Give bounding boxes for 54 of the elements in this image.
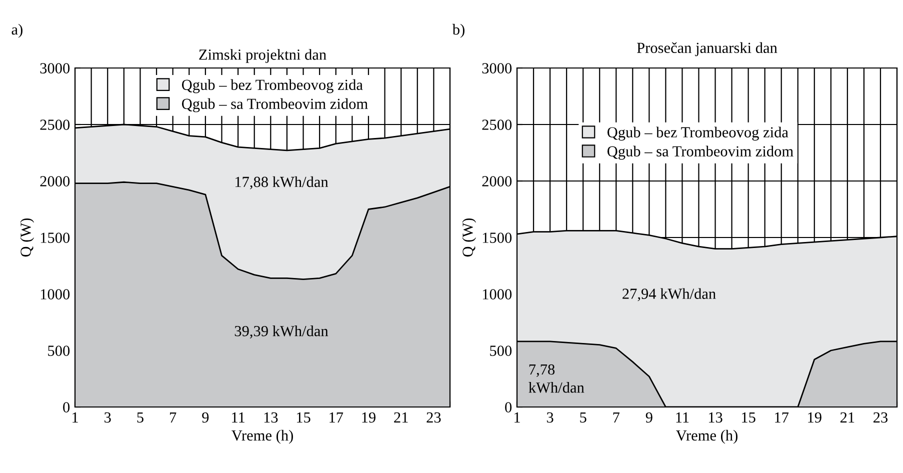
legend-label: Qgub – bez Trombeovog zida [182, 79, 363, 94]
x-tick-label: 9 [202, 412, 209, 423]
x-tick-label: 11 [676, 412, 689, 422]
x-tick-label: 21 [840, 412, 854, 422]
x-tick-label: 9 [646, 412, 652, 423]
x-tick-label: 15 [742, 412, 756, 423]
y-axis-title: Q (W) [462, 218, 476, 257]
y-tick-label: 2500 [40, 120, 70, 130]
x-tick-label: 15 [296, 412, 310, 423]
x-tick-label: 21 [394, 412, 408, 422]
y-tick-label: 500 [490, 346, 512, 356]
x-tick-label: 13 [708, 412, 722, 423]
x-tick-label: 3 [546, 412, 554, 423]
annotation: 39,39 kWh/dan [234, 325, 328, 338]
y-tick-label: 1500 [40, 232, 70, 243]
y-tick-label: 2500 [482, 120, 512, 130]
y-axis-title: Q (W) [20, 218, 34, 257]
x-tick-label: 1 [72, 412, 78, 422]
chart-title: Zimski projektni dan [199, 49, 326, 63]
x-tick-label: 5 [580, 412, 586, 423]
text: a) [12, 24, 22, 38]
x-tick-label: 5 [137, 412, 144, 423]
y-tick-label: 1000 [40, 289, 70, 300]
x-tick-label: 23 [426, 412, 441, 423]
y-tick-label: 1500 [482, 232, 512, 243]
y-tick-label: 2000 [482, 176, 512, 186]
x-tick-label: 7 [613, 412, 620, 422]
x-axis-title: Vreme (h) [676, 430, 738, 444]
x-tick-label: 19 [808, 412, 822, 423]
legend-label: Qgub – bez Trombeovog zida [607, 126, 788, 141]
legend-label: Qgub – sa Trombeovim zidom [182, 98, 368, 112]
y-tick-label: 3000 [40, 63, 70, 74]
text: b) [452, 24, 464, 38]
x-tick-label: 19 [362, 412, 376, 423]
x-tick-label: 3 [104, 412, 111, 423]
x-tick-label: 13 [264, 412, 278, 423]
y-tick-label: 0 [505, 402, 512, 412]
x-tick-label: 23 [874, 412, 888, 423]
y-tick-label: 2000 [40, 176, 70, 186]
y-tick-label: 500 [48, 346, 70, 356]
x-tick-label: 1 [514, 412, 520, 422]
x-tick-label: 17 [775, 412, 789, 422]
annotation: 27,94 kWh/dan [622, 288, 716, 302]
x-tick-label: 7 [170, 412, 176, 422]
x-tick-label: 11 [232, 412, 244, 422]
annotation: 17,88 kWh/dan [235, 176, 328, 190]
annotation: 7,78 kWh/dan [528, 364, 584, 393]
y-tick-label: 0 [63, 402, 70, 412]
chart-title: Prosečan januarski dan [637, 42, 778, 56]
legend-label: Qgub – sa Trombeovim zidom [607, 146, 794, 160]
x-axis-title: Vreme (h) [232, 430, 293, 444]
y-tick-label: 3000 [482, 63, 512, 74]
y-tick-label: 1000 [482, 289, 512, 300]
x-tick-label: 17 [330, 412, 344, 422]
